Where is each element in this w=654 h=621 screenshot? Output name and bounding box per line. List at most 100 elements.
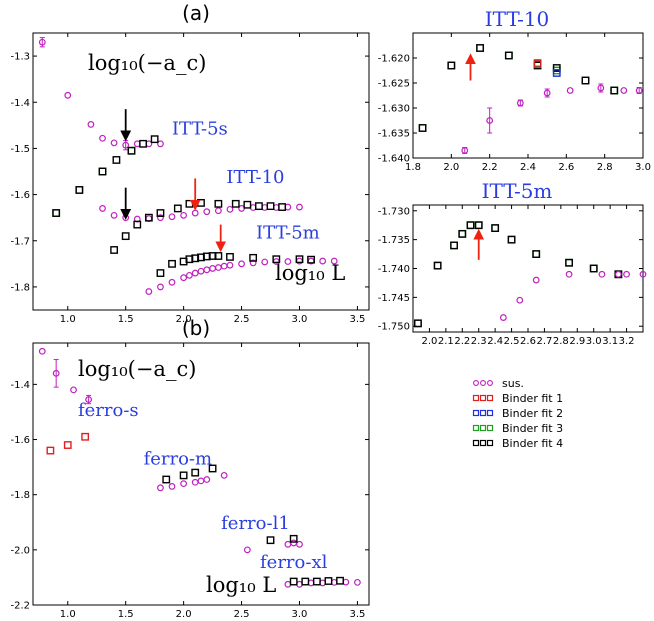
data-point [243, 546, 251, 554]
xlabel-b: log₁₀ L [206, 573, 276, 597]
data-point [491, 224, 500, 232]
data-point [191, 468, 200, 477]
x-tick-label: 2.8 [597, 162, 613, 173]
data-point [639, 270, 647, 278]
legend-marker [472, 439, 480, 447]
y-tick-label: -1.630 [378, 104, 410, 115]
data-point [46, 446, 55, 455]
chart-c: 1.8 2.0 2.2 2.4 2.6 2.8 3.0 -1.620 -1.625 -1.630 -… [378, 32, 651, 173]
x-tick-label: 3.0 [292, 609, 308, 620]
legend-entry: Binder fit 3 [472, 422, 563, 435]
data-point [532, 276, 540, 284]
data-point [226, 205, 234, 213]
data-point [499, 314, 507, 321]
data-point [532, 250, 541, 258]
x-tick-label: 2.5 [504, 336, 520, 347]
x-tick-label: 2.2 [482, 162, 498, 173]
data-point [186, 271, 193, 279]
x-tick-label: 2.5 [234, 609, 250, 620]
x-tick-label: 2.0 [421, 336, 437, 347]
data-point [336, 576, 344, 585]
plot-frame [412, 32, 644, 159]
y-tick-label: -1.640 [378, 154, 410, 165]
data-point [532, 250, 541, 258]
data-point [173, 204, 182, 213]
legend-marker [486, 409, 494, 417]
series-label: ferro-m [144, 448, 213, 469]
data-point [185, 199, 194, 208]
data-point [249, 253, 258, 262]
data-point [150, 135, 159, 144]
data-point [220, 262, 228, 270]
data-point [157, 214, 164, 222]
data-point [98, 167, 107, 176]
data-point [418, 124, 427, 132]
data-point [63, 441, 72, 449]
data-point [466, 221, 475, 230]
data-point [38, 347, 46, 355]
x-tick-label: 1.0 [60, 314, 76, 325]
data-point [168, 483, 176, 490]
data-point [156, 269, 165, 277]
x-tick-label: 2.6 [558, 162, 574, 173]
legend-label: sus. [502, 377, 524, 390]
legend-entry: sus. [473, 377, 524, 390]
series-label: ferro-s [78, 400, 139, 421]
y-tick-label: -1.745 [378, 293, 410, 304]
x-tick-label: 3.5 [349, 314, 365, 325]
data-point [75, 186, 84, 194]
data-point [507, 235, 516, 244]
legend-label: Binder fit 2 [502, 407, 563, 420]
legend-label: Binder fit 1 [502, 392, 563, 405]
plot-frame [412, 204, 644, 333]
data-point [516, 296, 524, 304]
data-point [214, 207, 222, 215]
legend-marker [486, 424, 494, 432]
y-tick-label: -1.730 [378, 206, 410, 217]
data-point [168, 259, 176, 268]
data-point [565, 258, 573, 267]
data-point [635, 87, 643, 94]
data-point [552, 64, 561, 72]
y-tick-label: -1.8 [10, 282, 30, 293]
x-tick-label: 1.5 [118, 609, 134, 620]
data-point [307, 255, 315, 264]
data-point [214, 264, 222, 271]
data-point [507, 235, 516, 244]
x-tick-label: 2.2 [454, 336, 470, 347]
y-tick-label: -1.3 [10, 52, 30, 63]
chart-b: 1.0 1.5 2.0 2.5 3.0 3.5 -1.4 -1.6 -1.8 -2.0 -2.2 fe… [10, 342, 370, 620]
data-point [447, 61, 456, 70]
y-tick-label: -1.620 [378, 54, 410, 65]
data-point [156, 209, 165, 217]
x-tick-label: 1.5 [118, 314, 134, 325]
legend-marker [472, 394, 480, 402]
data-point [261, 258, 269, 266]
x-tick-label: 2.0 [443, 162, 459, 173]
data-point [145, 288, 153, 295]
data-point [238, 260, 245, 268]
data-point [99, 134, 106, 142]
y-tick-label: -2.2 [10, 601, 30, 612]
y-tick-label: -1.7 [10, 236, 30, 247]
legend-marker [479, 424, 487, 432]
x-tick-label: 3.2 [619, 336, 635, 347]
data-point [486, 117, 494, 124]
y-tick-label: -1.735 [378, 235, 410, 246]
data-point [203, 208, 211, 216]
x-tick-label: 2.4 [487, 336, 503, 347]
legend-marker [487, 380, 493, 386]
data-point [70, 386, 77, 394]
legend-marker [473, 380, 479, 386]
series-label: ITT-5m [256, 222, 320, 243]
y-tick-label: -1.4 [10, 98, 30, 109]
data-point [214, 252, 223, 260]
data-point [433, 261, 442, 270]
data-point [324, 577, 333, 585]
data-point [75, 186, 84, 194]
data-point [87, 121, 95, 128]
data-point [330, 257, 338, 265]
data-point [433, 261, 442, 270]
data-point [296, 540, 303, 548]
x-tick-label: 3.0 [292, 314, 308, 325]
